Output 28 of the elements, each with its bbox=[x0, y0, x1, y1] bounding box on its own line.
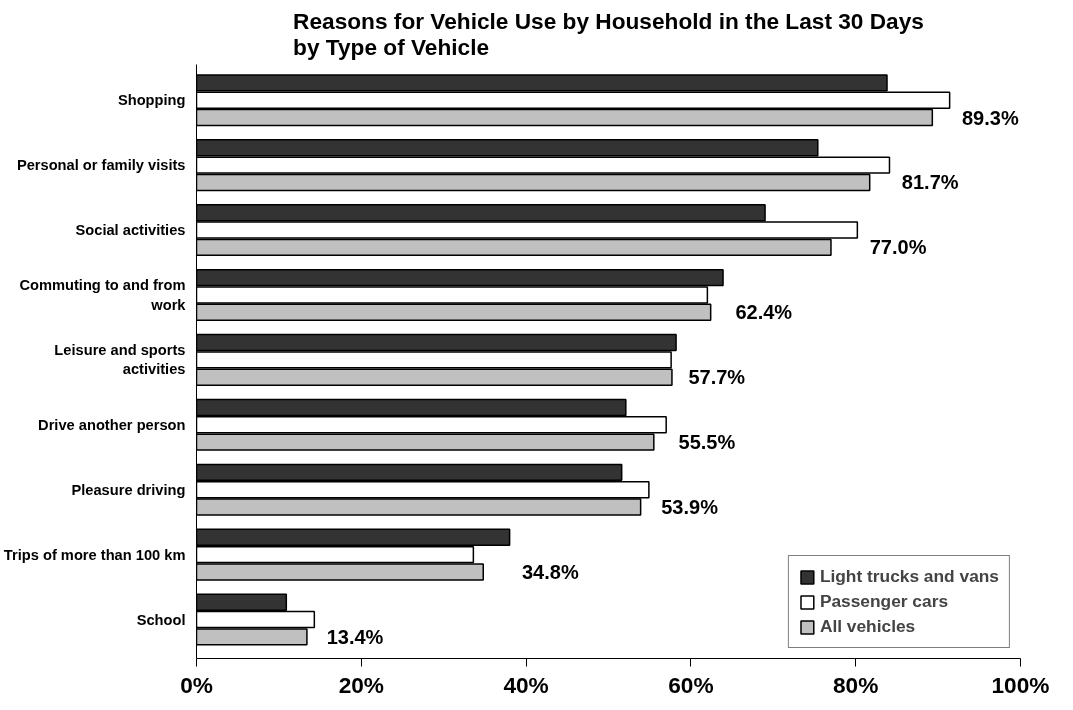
y-tick-label: Social activities bbox=[75, 222, 186, 239]
x-tick-label: 60% bbox=[668, 671, 714, 698]
x-tick-label: 100% bbox=[991, 671, 1050, 698]
data-label: 89.3% bbox=[962, 106, 1019, 129]
data-label: 34.8% bbox=[521, 560, 579, 583]
y-tick-label: Pleasure driving bbox=[71, 481, 186, 498]
data-label: 77.0% bbox=[869, 236, 927, 259]
x-tick-label: 40% bbox=[503, 671, 549, 698]
x-tick-label: 0% bbox=[180, 671, 213, 698]
y-tick-label: Commuting to and from work bbox=[19, 277, 187, 313]
legend-label: Passenger cars bbox=[819, 591, 949, 612]
data-label: 53.9% bbox=[661, 496, 719, 519]
data-label: 81.7% bbox=[901, 171, 959, 194]
data-label: 55.5% bbox=[678, 431, 736, 454]
legend-label: All vehicles bbox=[819, 616, 916, 637]
y-tick-label: Shopping bbox=[117, 92, 186, 109]
y-tick-label: Personal or family visits bbox=[16, 157, 186, 174]
y-tick-label: Trips of more than 100 km bbox=[3, 546, 186, 563]
data-label: 57.7% bbox=[688, 366, 746, 389]
y-tick-label: School bbox=[136, 611, 186, 628]
data-label: 62.4% bbox=[735, 301, 793, 324]
y-tick-label: Drive another person bbox=[38, 416, 186, 433]
chart-title: Reasons for Vehicle Use by Household in the Last 30 Days by Type of Vehicle bbox=[293, 7, 924, 60]
data-label: 13.4% bbox=[326, 625, 384, 648]
x-tick-label: 20% bbox=[338, 671, 384, 698]
legend-label: Light trucks and vans bbox=[819, 566, 999, 587]
y-tick-label: Leisure and sports activities bbox=[54, 342, 186, 378]
x-tick-label: 80% bbox=[833, 671, 879, 698]
